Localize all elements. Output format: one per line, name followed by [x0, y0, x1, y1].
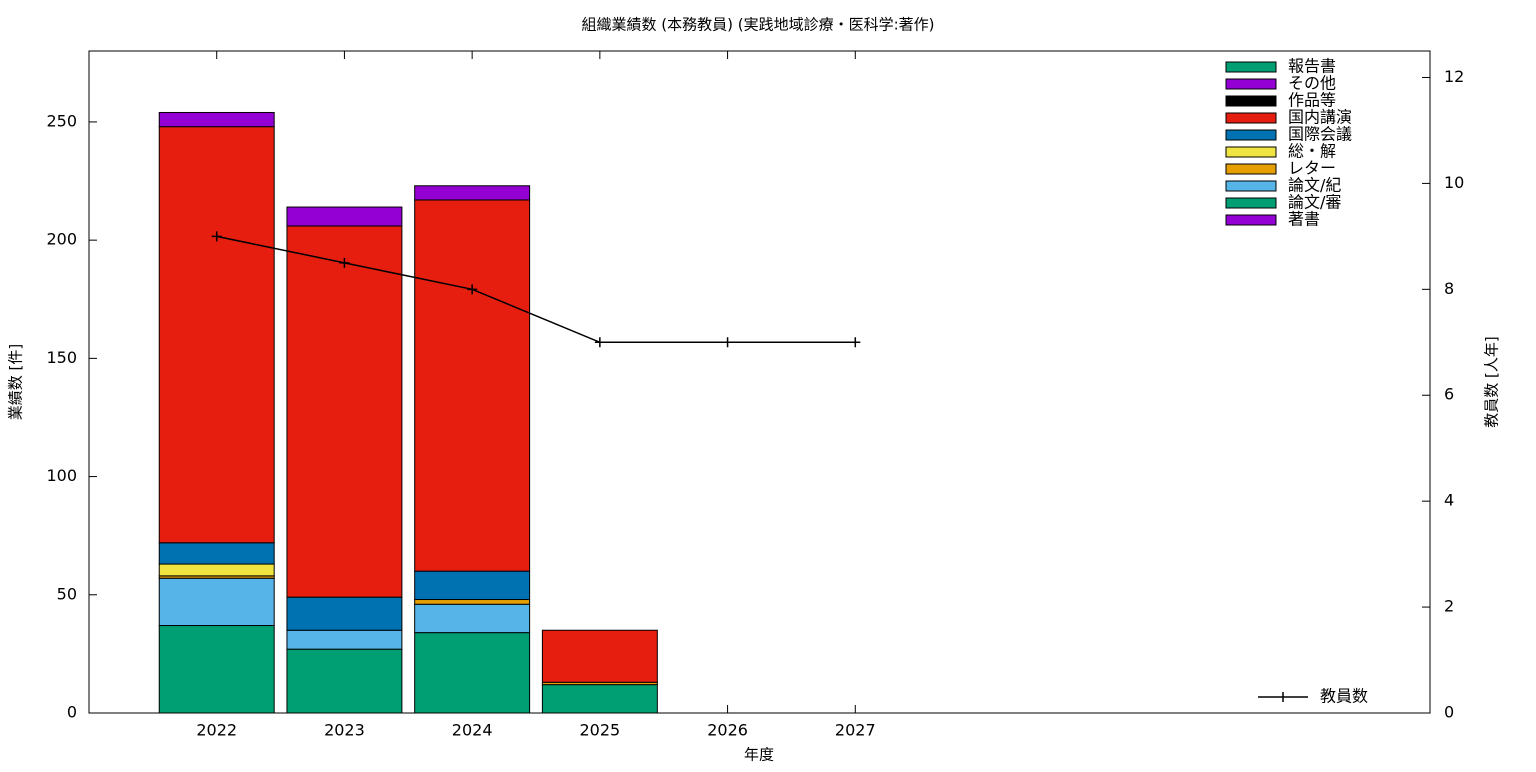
x-tick-label: 2027	[835, 721, 876, 740]
x-tick-label: 2025	[579, 721, 620, 740]
legend-swatch	[1225, 197, 1277, 209]
bar-segment	[541, 684, 658, 714]
x-axis-label: 年度	[744, 746, 774, 764]
x-tick-label: 2023	[324, 721, 365, 740]
bar-segment	[414, 570, 531, 601]
bar-segment	[286, 206, 403, 227]
legend-label: 論文/審	[1288, 193, 1341, 212]
y-tick-label: 200	[46, 230, 77, 249]
point-marker	[594, 337, 605, 348]
legend-swatch	[1225, 78, 1277, 90]
chart-title: 組織業績数 (本務教員) (実践地域診療・医科学:著作)	[581, 16, 934, 34]
y2-axis-label: 教員数 [人年]	[1483, 336, 1501, 427]
point-marker	[339, 257, 350, 268]
legend-label: その他	[1288, 74, 1336, 93]
bar-segment	[286, 225, 403, 598]
y2-tick-label: 10	[1444, 173, 1464, 192]
legend-label: 論文/紀	[1288, 176, 1341, 195]
y-tick-label: 50	[57, 584, 77, 603]
bar-segment	[414, 603, 531, 634]
legend-label: 著書	[1288, 210, 1320, 229]
legend-label: 教員数	[1320, 687, 1368, 706]
y-tick-label: 100	[46, 466, 77, 485]
y-tick-label: 0	[67, 703, 77, 722]
bar-segment	[414, 185, 531, 201]
bar-segment	[158, 111, 275, 128]
bar-segment	[158, 542, 275, 565]
x-tick-label: 2022	[196, 721, 237, 740]
point-marker	[850, 337, 861, 348]
bar-segment	[286, 648, 403, 714]
y2-tick-label: 2	[1444, 597, 1454, 616]
line	[216, 235, 856, 344]
y-axis-label: 業績数 [件]	[7, 344, 25, 420]
legend-swatch	[1225, 129, 1277, 141]
bar-segment	[158, 563, 275, 577]
legend-line	[1258, 692, 1308, 702]
legend-label: 国内講演	[1288, 108, 1352, 127]
bar-segment	[286, 596, 403, 631]
y-tick-label: 150	[46, 348, 77, 367]
bar-segment	[158, 577, 275, 627]
legend-swatch	[1225, 95, 1277, 107]
legend-label: 国際会議	[1288, 125, 1352, 144]
legend-swatch	[1225, 214, 1277, 226]
bar-segment	[414, 632, 531, 714]
bar-segment	[414, 199, 531, 572]
bar-segment	[414, 599, 531, 605]
bar-segment	[158, 625, 275, 714]
point-marker	[467, 284, 478, 295]
y2-tick-label: 8	[1444, 279, 1454, 298]
point-marker	[211, 231, 222, 242]
legend-swatch	[1225, 180, 1277, 192]
legend-swatch	[1225, 61, 1277, 73]
y2-tick-label: 6	[1444, 385, 1454, 404]
x-tick-label: 2024	[452, 721, 493, 740]
x-tick-label: 2026	[707, 721, 748, 740]
bar-segment	[286, 629, 403, 650]
legend-label: レター	[1288, 159, 1336, 178]
y2-tick-label: 4	[1444, 491, 1454, 510]
legend-label: 作品等	[1288, 91, 1336, 110]
y-tick-label: 250	[46, 111, 77, 130]
y2-tick-label: 12	[1444, 67, 1464, 86]
plot-frame	[88, 50, 1431, 714]
bar-segment	[541, 629, 658, 683]
legend-swatch	[1225, 146, 1277, 158]
y2-tick-label: 0	[1444, 703, 1454, 722]
bar-segment	[158, 126, 275, 544]
legend-label: 報告書	[1288, 57, 1336, 76]
point-marker	[722, 337, 733, 348]
legend-swatch	[1225, 112, 1277, 124]
legend-swatch	[1225, 163, 1277, 175]
legend-label: 総・解	[1288, 142, 1336, 161]
